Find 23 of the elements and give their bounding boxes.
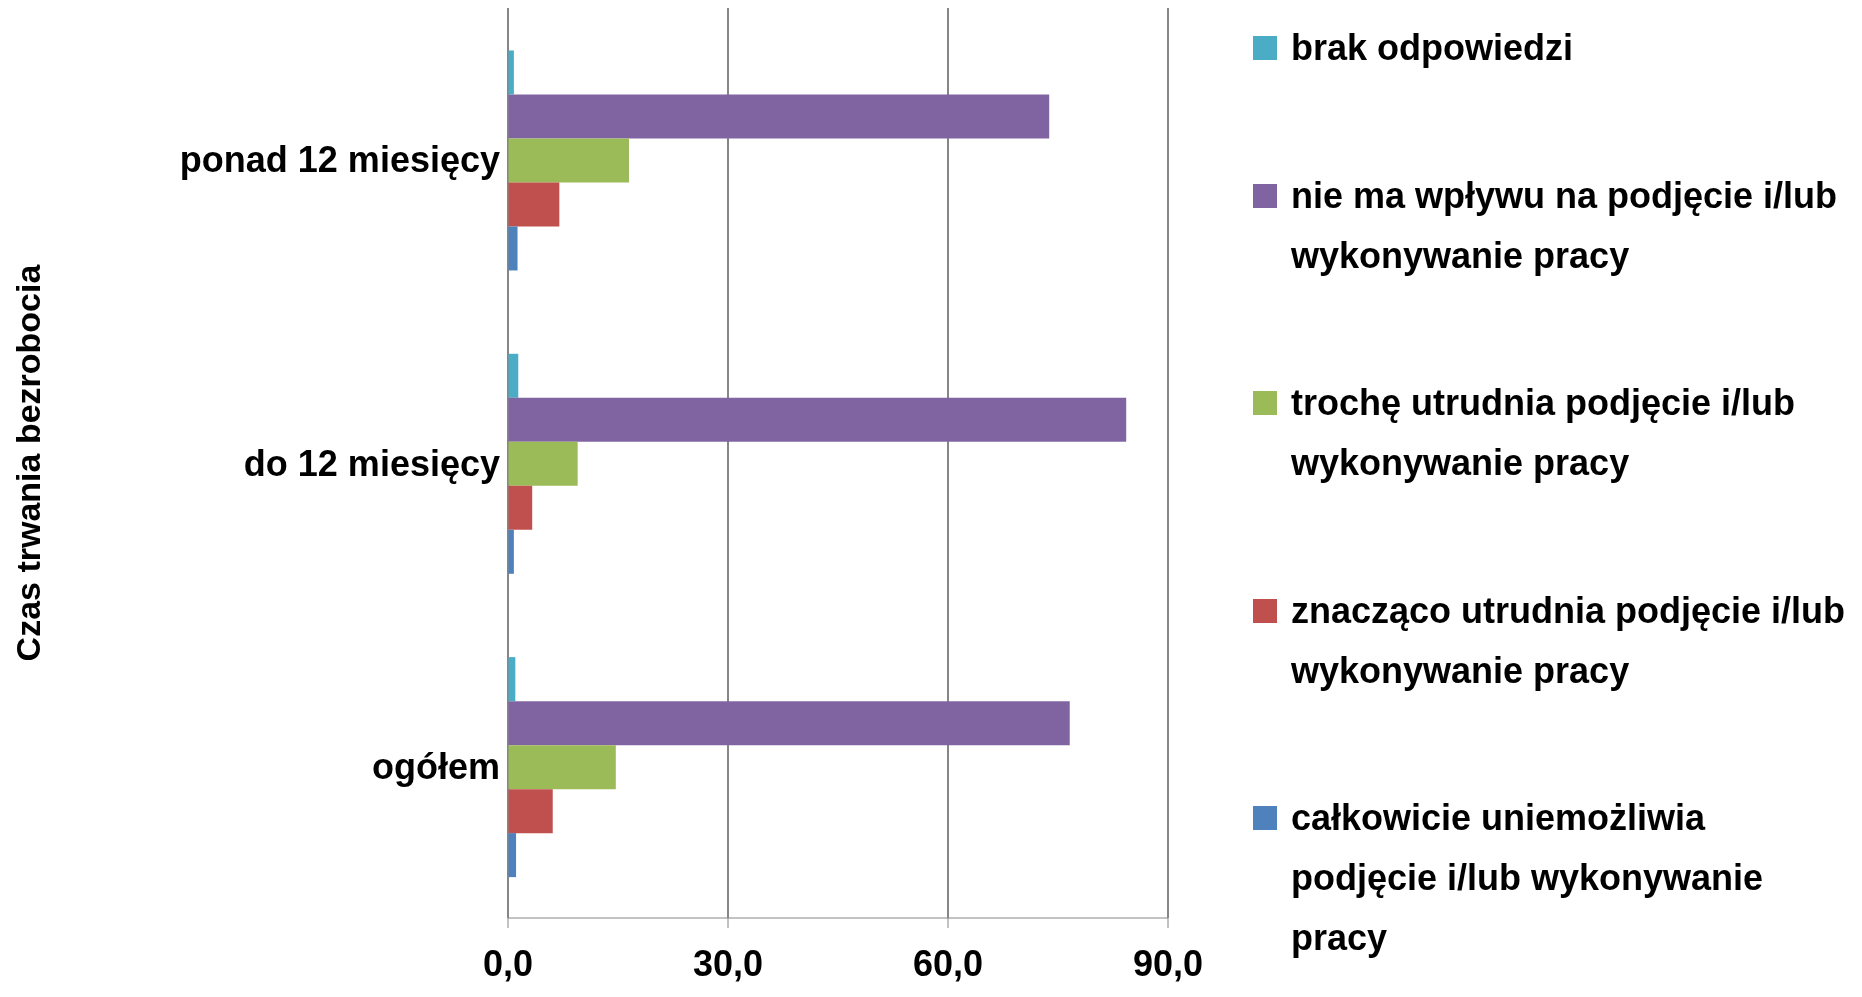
y-axis-title: Czas trwania bezrobocia bbox=[9, 263, 48, 662]
bar bbox=[508, 182, 560, 227]
bar bbox=[508, 226, 518, 271]
legend-label: trochę utrudnia podjęcie i/lub wykonywanie pracy bbox=[1291, 381, 1797, 485]
legend-label: znacząco utrudnia podjęcie i/lub wykonywanie pracy bbox=[1291, 588, 1847, 693]
x-tick-label: 90,0 bbox=[1132, 942, 1204, 984]
y-tick-label: ponad 12 miesięcy bbox=[179, 139, 500, 181]
bar bbox=[508, 485, 533, 530]
x-tick-label: 30,0 bbox=[692, 942, 764, 984]
x-tick-label: 0,0 bbox=[482, 942, 534, 984]
bar bbox=[508, 789, 553, 834]
bar bbox=[508, 94, 1050, 139]
bar bbox=[508, 701, 1070, 746]
x-tick-label: 60,0 bbox=[912, 942, 984, 984]
legend-label: brak odpowiedzi bbox=[1291, 26, 1574, 70]
y-tick-label: do 12 miesięcy bbox=[243, 442, 500, 484]
bar bbox=[508, 397, 1127, 442]
legend-label: całkowicie uniemożliwia podjęcie i/lub wykonywanie pracy bbox=[1291, 796, 1765, 960]
legend-label: nie ma wpływu na podjęcie i/lub wykonywanie pracy bbox=[1291, 173, 1839, 278]
bar bbox=[508, 745, 616, 790]
bar bbox=[508, 441, 578, 486]
y-tick-label: ogółem bbox=[371, 746, 500, 788]
bar bbox=[508, 138, 629, 183]
